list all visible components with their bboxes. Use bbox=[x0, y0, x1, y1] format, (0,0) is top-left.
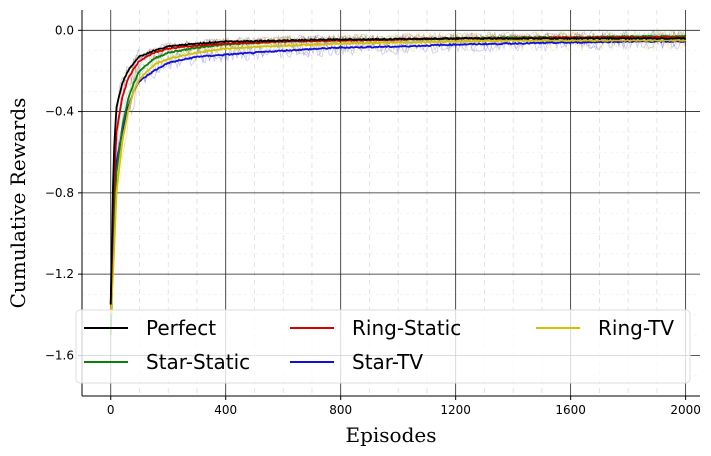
legend-label: Star-Static bbox=[146, 350, 250, 374]
series-lines bbox=[109, 34, 687, 335]
x-tick-label: 0 bbox=[107, 403, 115, 417]
x-tick-label: 400 bbox=[214, 403, 237, 417]
x-tick-label: 800 bbox=[329, 403, 352, 417]
series-line bbox=[109, 36, 686, 305]
legend-label: Ring-Static bbox=[352, 316, 461, 340]
tick-labels: 0 400 800 1200 1600 2000 0.0 −0.4 −0.8 −1.2 −1.6 bbox=[45, 23, 701, 417]
series-noise bbox=[110, 33, 686, 315]
legend-label: Ring-TV bbox=[598, 316, 674, 340]
x-tick-label: 1200 bbox=[440, 403, 471, 417]
y-tick-label: 0.0 bbox=[55, 23, 74, 37]
y-tick-label: −1.6 bbox=[45, 348, 74, 362]
series-noise bbox=[110, 29, 686, 308]
series-line bbox=[109, 39, 687, 316]
legend-label: Star-TV bbox=[352, 350, 423, 374]
legend-label: Perfect bbox=[146, 316, 216, 340]
series-line bbox=[109, 38, 687, 315]
x-tick-label: 2000 bbox=[670, 403, 701, 417]
y-tick-label: −1.2 bbox=[45, 267, 74, 281]
y-tick-label: −0.4 bbox=[45, 105, 74, 119]
y-tick-label: −0.8 bbox=[45, 186, 74, 200]
legend: Perfect Ring-Static Ring-TV Star-Static Star… bbox=[75, 309, 691, 384]
x-axis-label: Episodes bbox=[345, 423, 436, 447]
x-tick-label: 1600 bbox=[555, 403, 586, 417]
y-axis-label: Cumulative Rewards bbox=[6, 98, 30, 309]
